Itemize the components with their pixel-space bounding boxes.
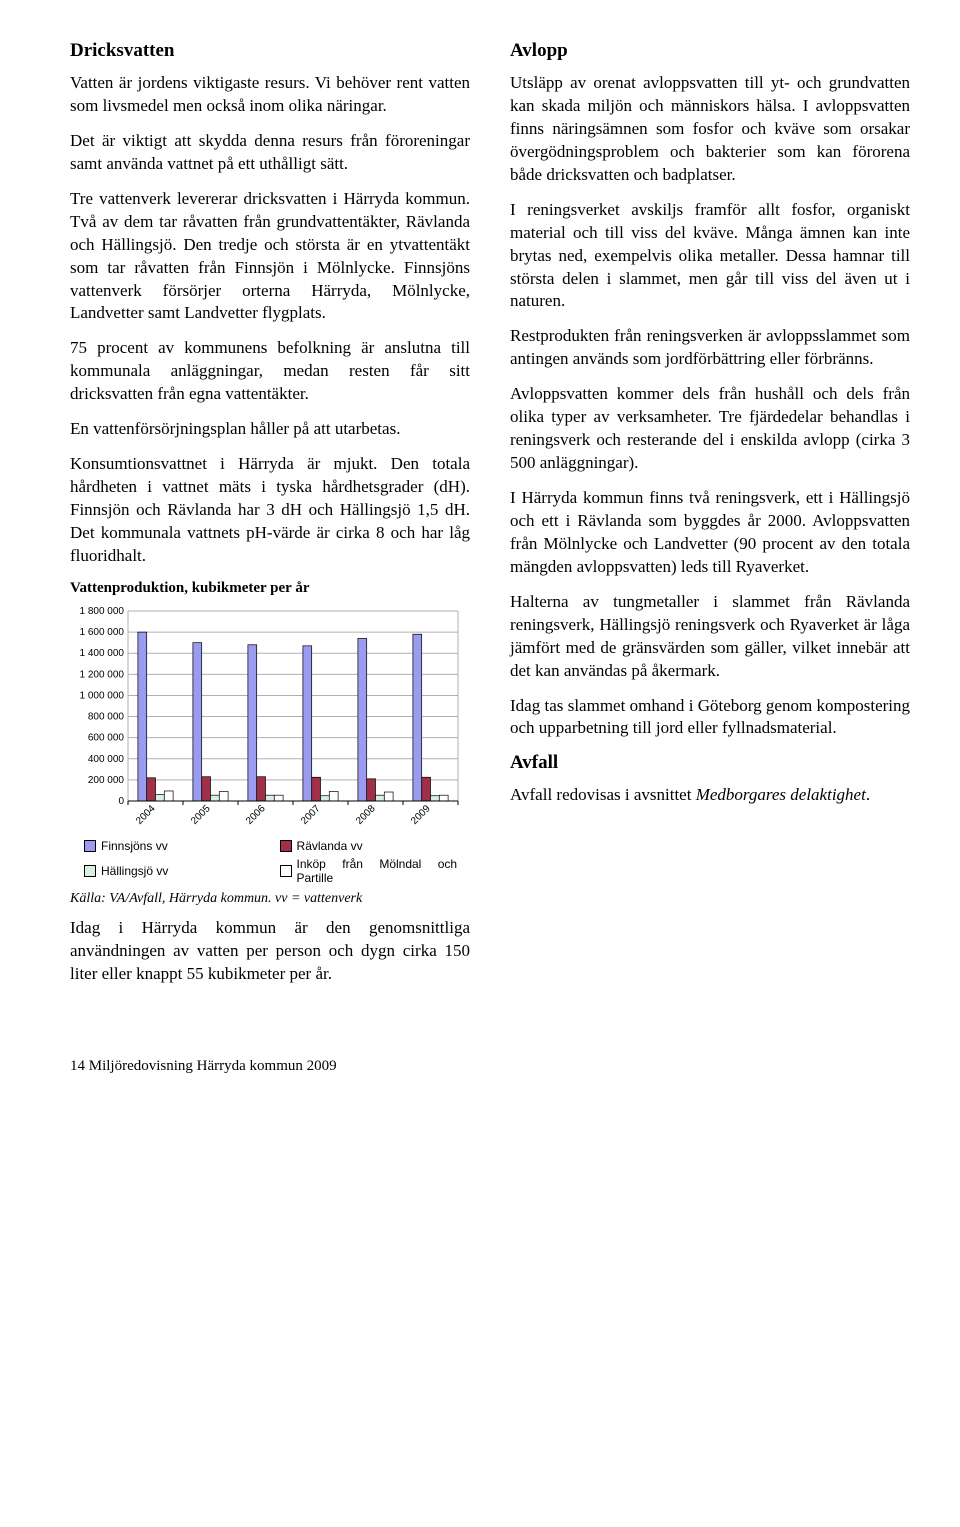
page-footer: 14 Miljöredovisning Härryda kommun 2009 [70,1058,910,1075]
chart-title: Vattenproduktion, kubikmeter per år [70,580,470,597]
legend-swatch [84,840,96,852]
svg-text:200 000: 200 000 [88,775,125,786]
legend-label: Inköp från Mölndal och Partille [297,857,458,885]
para: Tre vattenverk levererar dricksvatten i … [70,188,470,326]
legend-swatch [280,865,292,877]
legend-item: Inköp från Mölndal och Partille [280,857,458,885]
para: 75 procent av kommunens befolkning är an… [70,337,470,406]
chart-vattenproduktion: 0 200 000 400 000 600 000 800 000 1 000 000 1 … [70,603,470,833]
text-italic: Medborgares delaktighet [696,785,866,804]
para: Restprodukten från reningsverken är avlo… [510,325,910,371]
legend-label: Hällingsjö vv [101,864,168,878]
svg-text:400 000: 400 000 [88,754,125,765]
legend-swatch [280,840,292,852]
left-column: Dricksvatten Vatten är jordens viktigast… [70,40,470,998]
heading-dricksvatten: Dricksvatten [70,40,470,62]
legend-item: Hällingsjö vv [84,857,262,885]
para: Utsläpp av orenat avloppsvatten till yt-… [510,72,910,187]
svg-text:2006: 2006 [244,803,268,827]
right-column: Avlopp Utsläpp av orenat avloppsvatten t… [510,40,910,998]
chart-source: Källa: VA/Avfall, Härryda kommun. vv = v… [70,891,470,907]
heading-avlopp: Avlopp [510,40,910,62]
para: Avloppsvatten kommer dels från hushåll o… [510,383,910,475]
para: Idag tas slammet omhand i Göteborg genom… [510,695,910,741]
para-avfall: Avfall redovisas i avsnittet Medborgares… [510,784,910,807]
svg-text:1 200 000: 1 200 000 [80,669,125,680]
para: I reningsverket avskiljs framför allt fo… [510,199,910,314]
svg-text:1 000 000: 1 000 000 [80,690,125,701]
svg-text:2005: 2005 [189,803,213,827]
svg-text:2009: 2009 [409,803,433,827]
svg-text:600 000: 600 000 [88,732,125,743]
bar-chart: 0 200 000 400 000 600 000 800 000 1 000 000 1 … [70,603,470,833]
para: Vatten är jordens viktigaste resurs. Vi … [70,72,470,118]
svg-text:2004: 2004 [134,803,158,827]
svg-text:2008: 2008 [354,803,378,827]
para: Konsumtionsvattnet i Härryda är mjukt. D… [70,453,470,568]
text: Avfall redovisas i avsnittet [510,785,696,804]
text: . [866,785,870,804]
para: Halterna av tungmetaller i slammet från … [510,591,910,683]
legend-item: Rävlanda vv [280,839,458,853]
para: En vattenförsörjningsplan håller på att … [70,418,470,441]
para: Idag i Härryda kommun är den genomsnittl… [70,917,470,986]
legend-swatch [84,865,96,877]
svg-text:2007: 2007 [299,803,323,827]
para: I Härryda kommun finns två reningsverk, … [510,487,910,579]
svg-text:0: 0 [118,796,124,807]
para: Det är viktigt att skydda denna resurs f… [70,130,470,176]
heading-avfall: Avfall [510,752,910,774]
legend-item: Finnsjöns vv [84,839,262,853]
svg-text:1 400 000: 1 400 000 [80,648,125,659]
legend-label: Finnsjöns vv [101,839,168,853]
svg-text:800 000: 800 000 [88,711,125,722]
legend-label: Rävlanda vv [297,839,363,853]
svg-text:1 600 000: 1 600 000 [80,627,125,638]
svg-text:1 800 000: 1 800 000 [80,606,125,617]
chart-legend: Finnsjöns vv Rävlanda vv Hällingsjö vv Inkö… [84,839,470,885]
